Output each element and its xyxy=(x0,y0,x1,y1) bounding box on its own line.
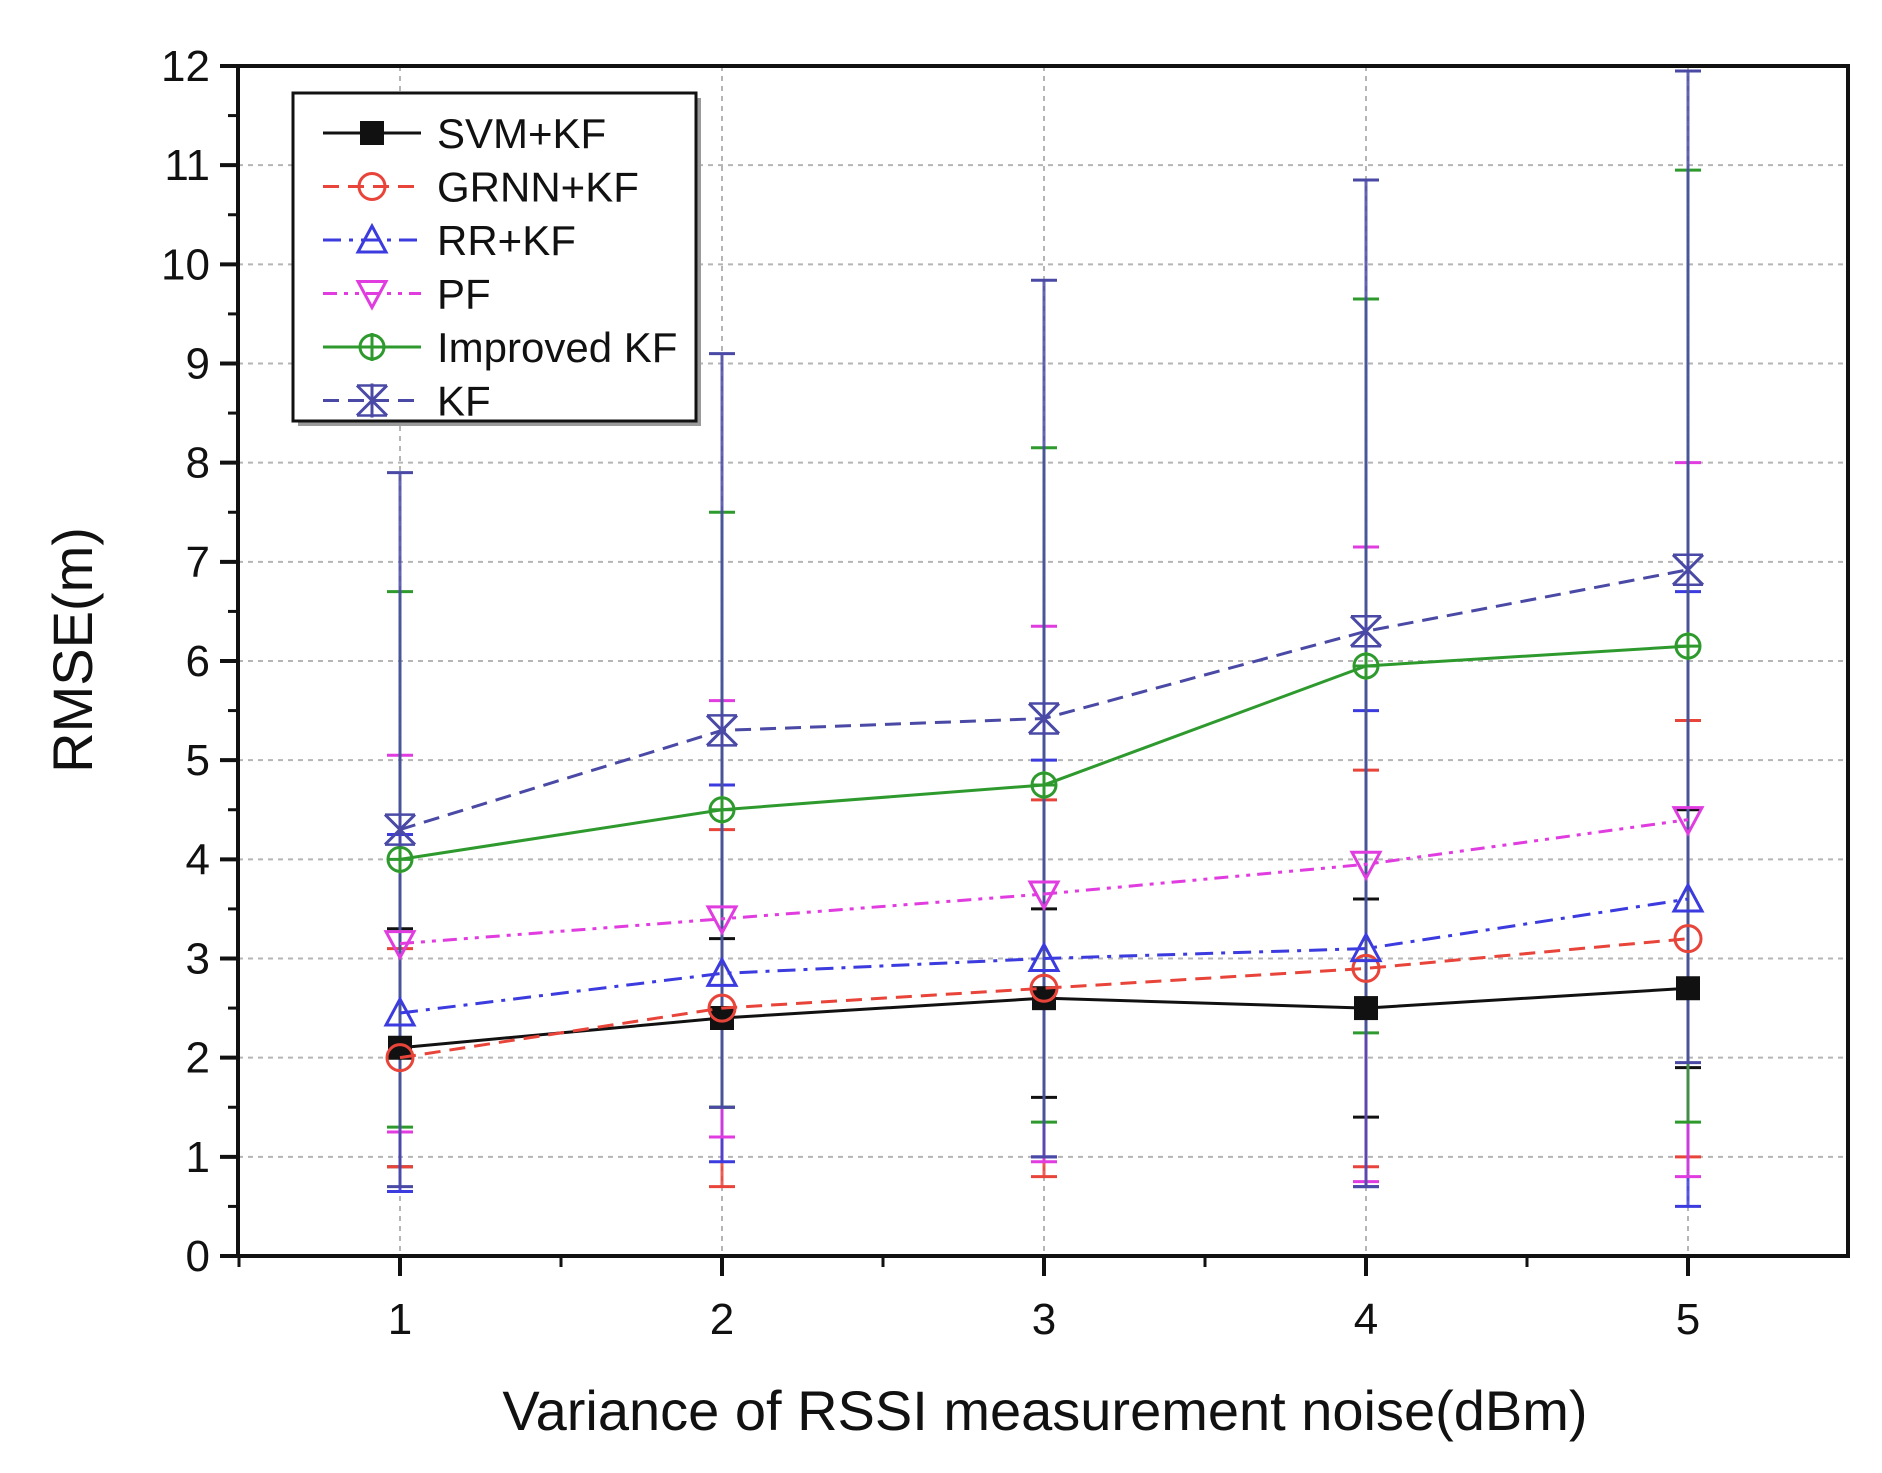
y-tick-label: 5 xyxy=(186,736,210,785)
data-point-grnn-kf xyxy=(1351,953,1381,983)
series-pf xyxy=(383,806,1705,961)
data-point-grnn-kf xyxy=(707,993,737,1023)
series-rr-kf xyxy=(383,881,1705,1027)
data-point-rr-kf xyxy=(383,995,417,1027)
data-point-kf xyxy=(705,713,739,748)
y-tick-label: 2 xyxy=(186,1034,210,1083)
x-tick-label: 2 xyxy=(710,1295,734,1344)
legend-marker xyxy=(358,333,386,361)
legend-label: RR+KF xyxy=(437,217,576,264)
data-point-improved-kf xyxy=(1030,770,1058,799)
data-point-kf xyxy=(1349,614,1383,649)
series-layer xyxy=(383,69,1705,1208)
data-point-improved-kf xyxy=(386,845,414,874)
x-tick-label: 5 xyxy=(1676,1295,1700,1344)
legend-marker xyxy=(357,172,387,201)
legend: SVM+KF GRNN+KF RR+KF PF Improved KF KF xyxy=(291,91,701,426)
data-point-kf xyxy=(383,812,417,847)
data-point-pf xyxy=(1671,806,1705,837)
legend-item-svm-kf: SVM+KF xyxy=(323,110,606,157)
y-tick-label: 10 xyxy=(161,240,210,289)
y-tick-label: 1 xyxy=(186,1133,210,1182)
series-line-rr-kf xyxy=(399,897,1689,1015)
data-point-pf xyxy=(705,905,739,936)
y-tick-label: 0 xyxy=(186,1232,210,1281)
legend-label: KF xyxy=(437,378,491,425)
legend-label: GRNN+KF xyxy=(437,164,639,211)
data-point-rr-kf xyxy=(705,956,739,987)
legend-item-kf: KF xyxy=(323,378,491,425)
x-tick-label: 3 xyxy=(1032,1295,1056,1344)
data-point-svm-kf xyxy=(1676,976,1700,1001)
y-tick-label: 4 xyxy=(186,835,210,884)
legend-item-improved-kf: Improved KF xyxy=(323,324,677,371)
data-point-improved-kf xyxy=(1352,651,1380,680)
legend-marker xyxy=(355,222,389,254)
y-tick-label: 11 xyxy=(164,141,210,190)
legend-marker xyxy=(355,383,389,418)
data-point-kf xyxy=(1671,552,1705,587)
y-tick-label: 8 xyxy=(186,439,210,488)
legend-marker xyxy=(360,121,384,145)
data-point-grnn-kf xyxy=(385,1043,415,1073)
x-axis-label: Variance of RSSI measurement noise(dBm) xyxy=(502,1379,1587,1442)
y-tick-label: 7 xyxy=(186,538,210,587)
data-point-rr-kf xyxy=(1027,941,1061,972)
legend-marker xyxy=(355,280,389,311)
data-point-grnn-kf xyxy=(1673,924,1703,954)
data-point-improved-kf xyxy=(1674,632,1702,661)
legend-item-pf: PF xyxy=(323,271,491,318)
y-tick-label: 12 xyxy=(161,42,210,91)
y-tick-label: 6 xyxy=(186,637,210,686)
legend-item-rr-kf: RR+KF xyxy=(323,217,576,264)
data-point-svm-kf xyxy=(1354,996,1378,1021)
data-point-improved-kf xyxy=(708,795,736,824)
series-improved-kf xyxy=(386,632,1702,874)
legend-label: SVM+KF xyxy=(437,110,606,157)
series-line-grnn-kf xyxy=(399,937,1689,1060)
data-point-grnn-kf xyxy=(1029,973,1059,1003)
x-tick-label: 4 xyxy=(1354,1295,1378,1344)
legend-label: Improved KF xyxy=(437,324,677,371)
legend-item-grnn-kf: GRNN+KF xyxy=(323,164,639,211)
y-axis-label: RMSE(m) xyxy=(41,527,104,773)
x-tick-label: 1 xyxy=(388,1295,412,1344)
series-line-pf xyxy=(399,818,1689,946)
data-point-rr-kf xyxy=(1671,881,1705,913)
series-kf xyxy=(383,552,1705,847)
y-tick-label: 9 xyxy=(186,340,210,389)
legend-label: PF xyxy=(437,271,491,318)
data-point-pf xyxy=(383,930,417,961)
data-point-pf xyxy=(1349,850,1383,882)
data-point-rr-kf xyxy=(1349,931,1383,963)
data-point-pf xyxy=(1027,880,1061,912)
series-grnn-kf xyxy=(385,924,1703,1073)
data-point-kf xyxy=(1027,701,1061,736)
legend-box xyxy=(291,91,698,423)
y-tick-label: 3 xyxy=(186,935,210,984)
